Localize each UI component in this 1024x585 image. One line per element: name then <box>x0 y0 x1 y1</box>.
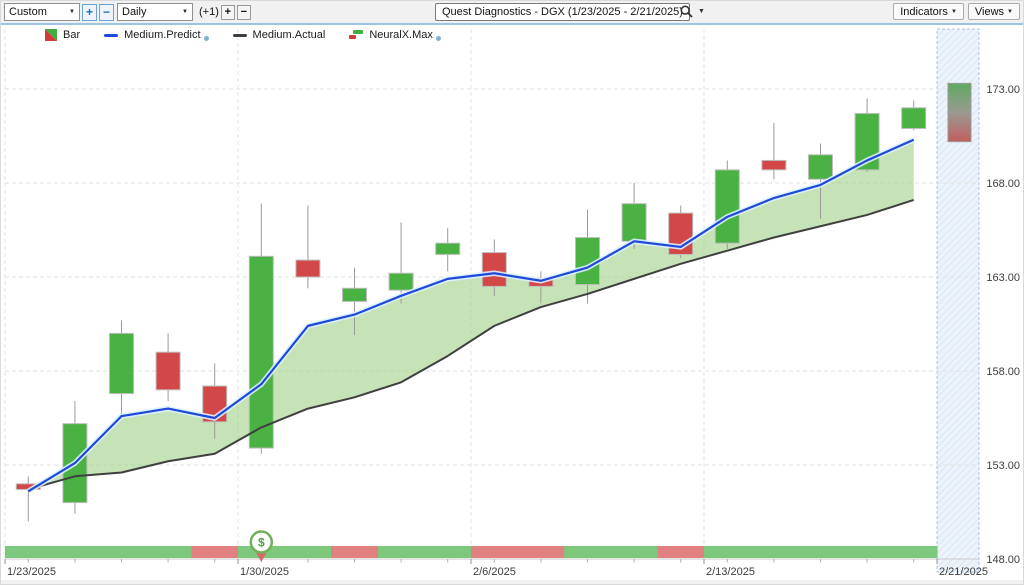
chevron-down-icon: ▼ <box>1007 8 1013 15</box>
marker-pointer <box>256 553 267 562</box>
candle-down[interactable] <box>761 159 787 171</box>
x-axis-label: 2/21/2025 <box>939 566 988 578</box>
dividend-marker[interactable] <box>249 530 274 554</box>
x-axis-label: 2/6/2025 <box>473 566 516 578</box>
period-dropdown[interactable]: Daily ▼ <box>117 3 193 21</box>
y-axis-label: 168.00 <box>986 178 1020 190</box>
sentiment-strip-segment <box>564 546 612 558</box>
candle-up[interactable] <box>435 242 461 255</box>
candle-up[interactable] <box>388 272 414 291</box>
period-dropdown-value: Daily <box>122 6 147 18</box>
sentiment-strip-segment <box>657 546 705 558</box>
window-bottom-edge <box>1 580 1023 584</box>
sentiment-strip-segment <box>424 546 472 558</box>
dividend-symbol: $ <box>258 536 265 550</box>
sentiment-strip-segment <box>331 546 379 558</box>
sentiment-strip-segment <box>517 546 565 558</box>
info-dot-icon[interactable] <box>203 35 209 41</box>
sentiment-strip-segment <box>51 546 99 558</box>
medium-predict-line <box>27 138 915 493</box>
medium-actual-line <box>28 198 915 491</box>
indicators-button[interactable]: Indicators ▼ <box>893 3 964 20</box>
candle-up[interactable] <box>621 203 647 242</box>
actual-line-icon <box>232 33 247 37</box>
legend-label: Medium.Predict <box>124 29 201 41</box>
chart-legend: Bar Medium.Predict Medium.Actual NeuralX… <box>45 29 465 41</box>
y-axis-label: 153.00 <box>986 460 1020 472</box>
legend-label: Bar <box>63 29 81 41</box>
sentiment-strip-segment <box>144 546 192 558</box>
sentiment-strip-segment <box>843 546 891 558</box>
sentiment-strip-segment <box>377 546 425 558</box>
candle-up[interactable] <box>342 287 367 302</box>
chevron-down-icon: ▼ <box>950 8 957 15</box>
neuralx-icon <box>349 30 364 39</box>
x-axis-label: 2/13/2025 <box>706 566 755 578</box>
y-axis-label: 163.00 <box>986 272 1020 284</box>
x-axis-label: 1/30/2025 <box>240 566 289 578</box>
legend-label: Medium.Actual <box>252 29 326 41</box>
neuralx-max-range-bar[interactable] <box>947 82 972 143</box>
zoom-out-button[interactable]: − <box>99 3 114 21</box>
offset-decrease-button[interactable]: − <box>236 4 251 20</box>
bar-offset-label: (+1) <box>199 6 219 18</box>
toolbar: Custom ▼ + − Daily ▼ (+1) + − Quest Diag… <box>1 1 1023 23</box>
sentiment-strip-segment <box>284 546 332 558</box>
y-axis-label: 173.00 <box>986 84 1020 96</box>
bar-series-icon <box>45 29 57 41</box>
info-dot-icon[interactable] <box>435 35 441 41</box>
sentiment-strip-segment <box>98 546 146 558</box>
toolbar-separator <box>1 23 1023 25</box>
toolbar-right-group: Indicators ▼ Views ▼ <box>889 3 1020 20</box>
sentiment-strip-segment <box>750 546 798 558</box>
legend-label: NeuralX.Max <box>369 29 433 41</box>
legend-item-bar[interactable]: Bar <box>45 29 80 41</box>
search-group: ▼ <box>680 5 705 18</box>
x-axis-label: 1/23/2025 <box>7 566 56 578</box>
sentiment-strip-segment <box>797 546 845 558</box>
sentiment-strip-segment <box>890 546 938 558</box>
y-axis-label: 158.00 <box>986 366 1020 378</box>
search-icon[interactable] <box>680 5 693 18</box>
legend-item-neuralx-max[interactable]: NeuralX.Max <box>349 29 441 41</box>
chart-canvas[interactable]: 1/23/2025 1/30/2025 2/6/2025 2/13/2025 2/21/… <box>1 25 1024 585</box>
sentiment-strip-segment <box>471 546 519 558</box>
offset-increase-button[interactable]: + <box>220 4 235 20</box>
candle-up[interactable] <box>714 169 740 244</box>
y-axis-label: 148.00 <box>986 554 1020 566</box>
predict-line-icon <box>104 33 119 37</box>
candle-down[interactable] <box>481 252 507 287</box>
search-dropdown-caret[interactable]: ▼ <box>698 8 705 15</box>
chevron-down-icon: ▼ <box>182 9 188 15</box>
symbol-title-box[interactable]: Quest Diagnostics - DGX (1/23/2025 - 2/2… <box>435 3 690 21</box>
sentiment-strip-segment <box>610 546 658 558</box>
candle-up[interactable] <box>248 255 274 449</box>
candle-up[interactable] <box>109 332 134 395</box>
zoom-in-button[interactable]: + <box>82 3 97 21</box>
range-dropdown[interactable]: Custom ▼ <box>4 3 80 21</box>
chevron-down-icon: ▼ <box>69 9 75 15</box>
sentiment-strip-segment <box>704 546 752 558</box>
candle-down[interactable] <box>668 212 694 255</box>
views-button[interactable]: Views ▼ <box>967 3 1020 20</box>
candle-up[interactable] <box>901 107 927 129</box>
legend-item-medium-predict[interactable]: Medium.Predict <box>104 29 209 41</box>
candle-up[interactable] <box>808 154 833 180</box>
chart-region: 1/23/2025 1/30/2025 2/6/2025 2/13/2025 2/21/… <box>1 25 1024 585</box>
sentiment-strip-segment <box>191 546 239 558</box>
range-dropdown-value: Custom <box>9 6 47 18</box>
candle-down[interactable] <box>295 259 321 278</box>
sentiment-strip-segment <box>5 546 53 558</box>
legend-item-medium-actual[interactable]: Medium.Actual <box>232 29 326 41</box>
candle-down[interactable] <box>155 351 181 391</box>
